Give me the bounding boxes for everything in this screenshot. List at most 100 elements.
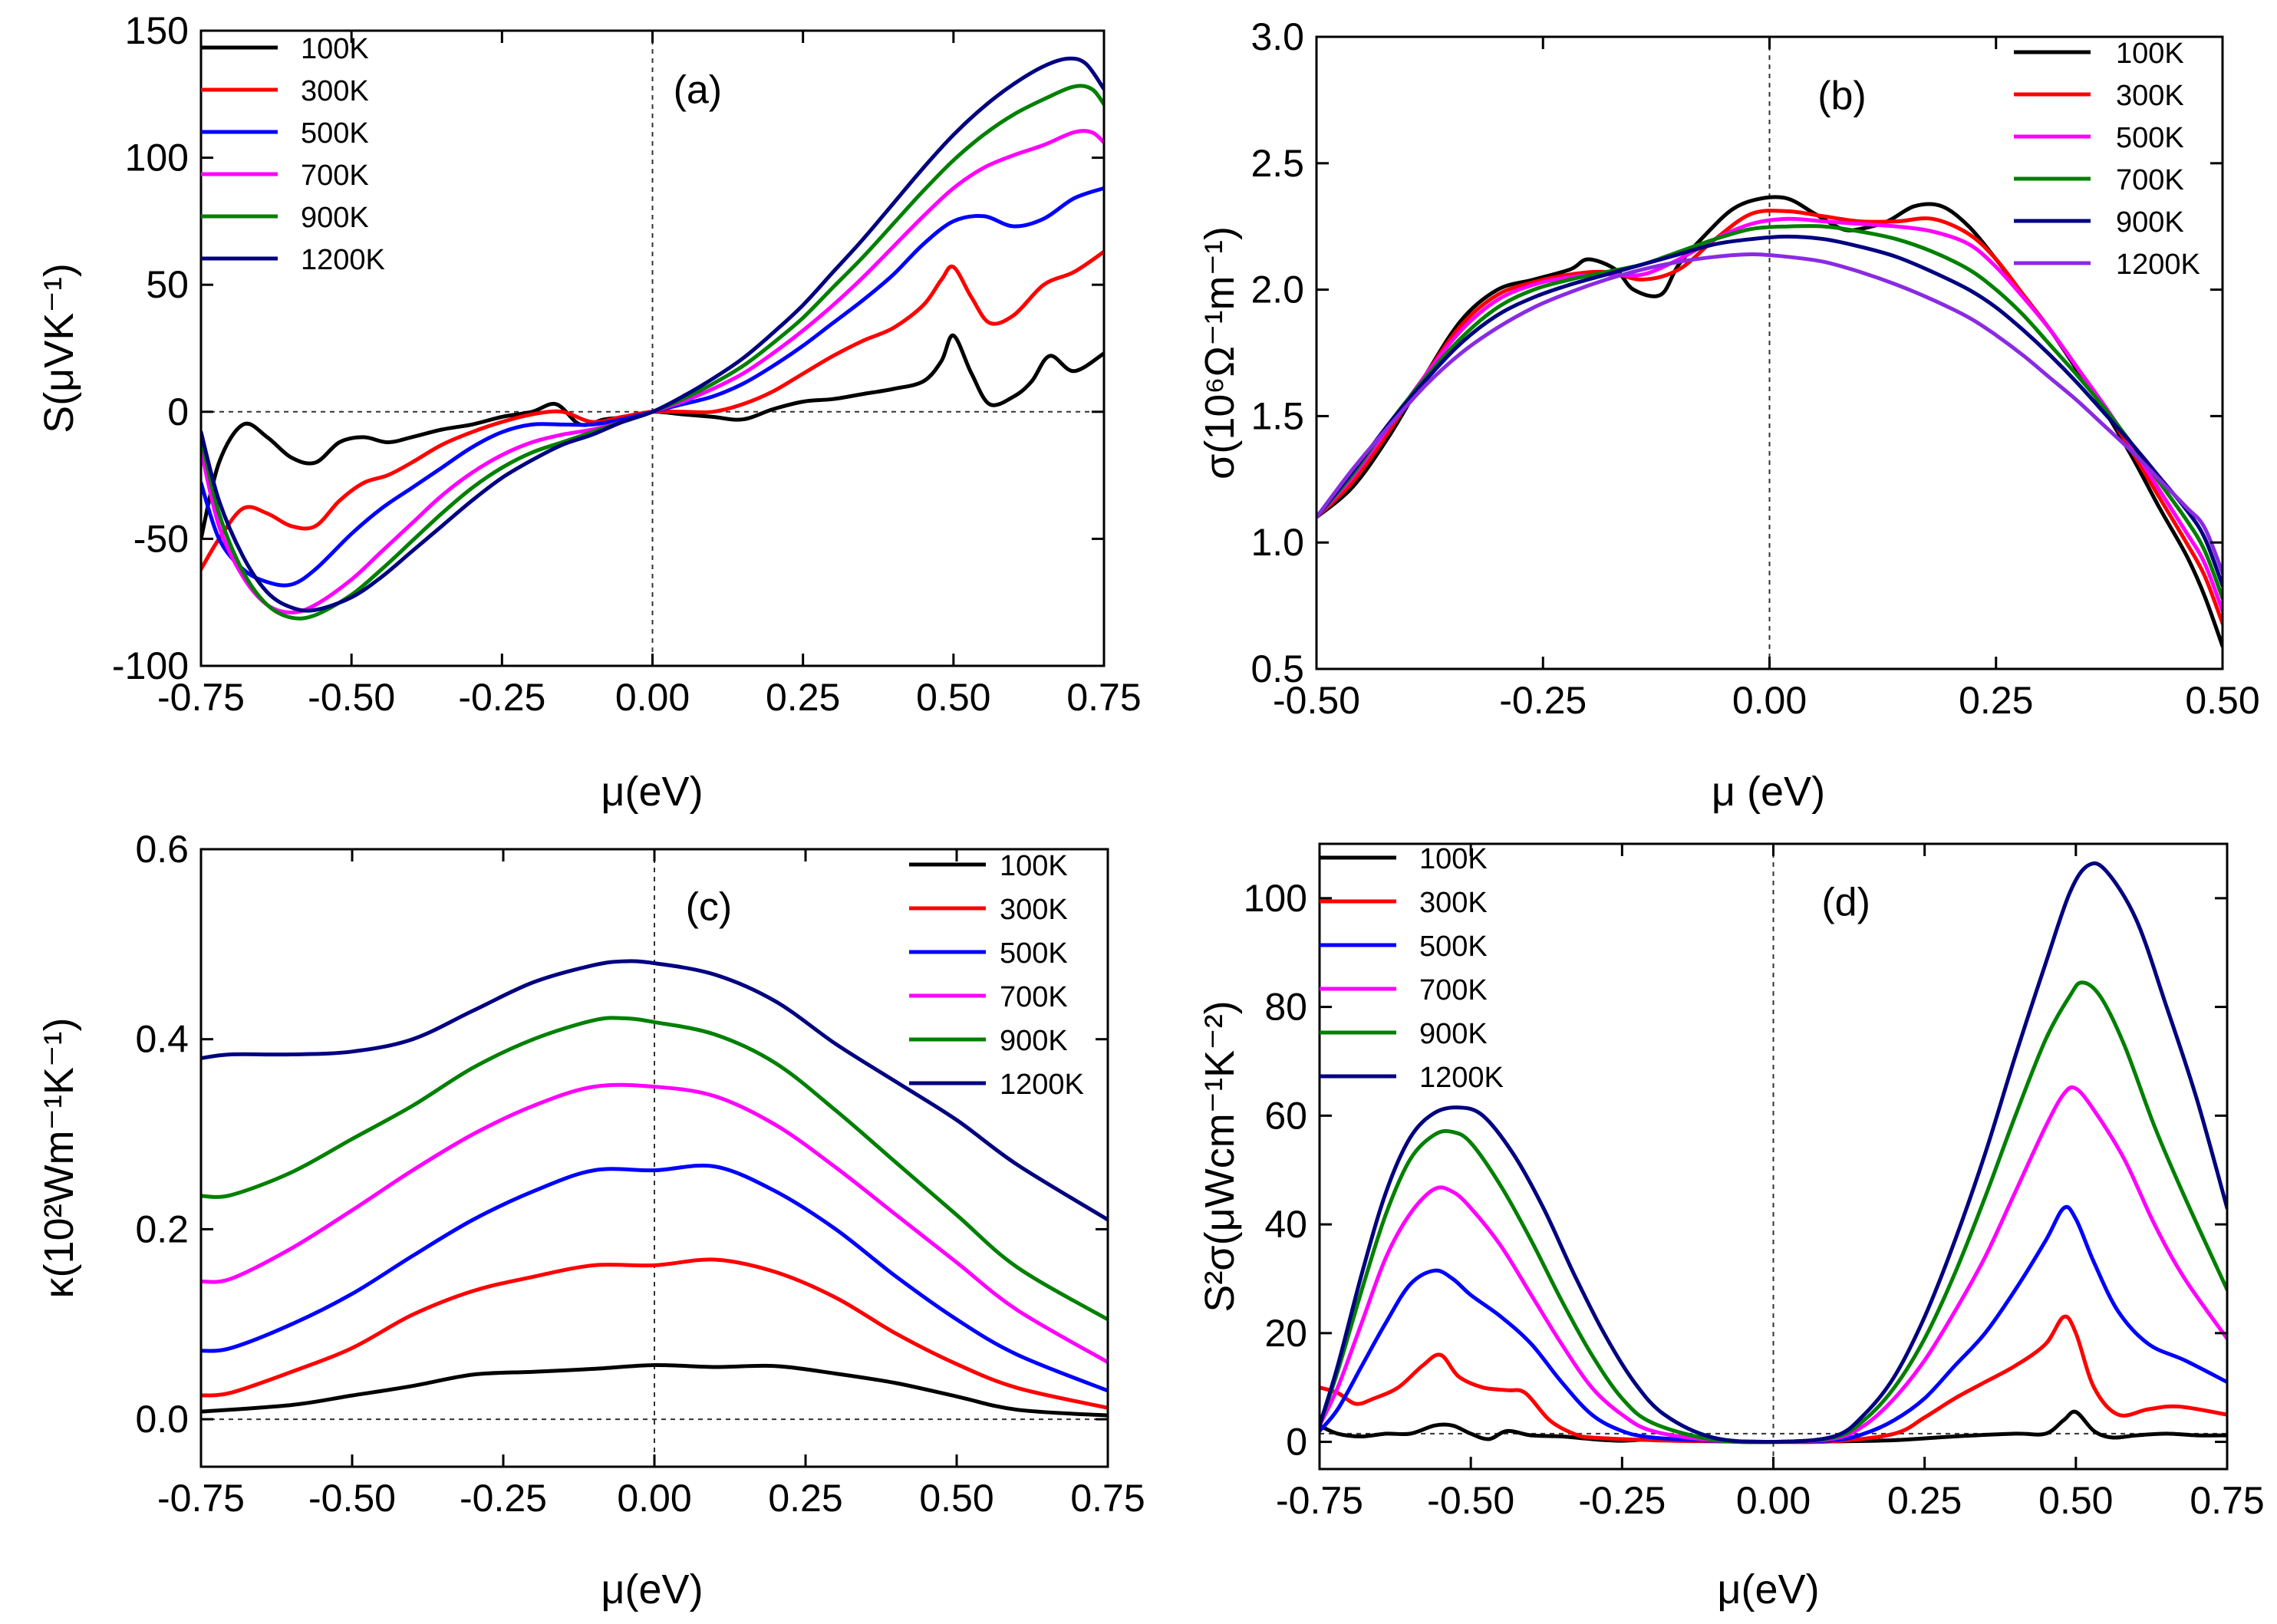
x-tick-label: 0.00 (1736, 1479, 1811, 1522)
y-tick-label: 0.2 (135, 1207, 189, 1250)
y-axis-title: κ(10²Wm⁻¹K⁻¹) (36, 1018, 82, 1299)
legend-label-300K: 300K (1419, 887, 1488, 919)
x-tick-label: -0.50 (308, 1477, 396, 1520)
y-tick-label: 80 (1264, 986, 1307, 1029)
x-tick-label: 0.50 (2185, 679, 2259, 722)
series-line-500K (201, 1163, 1108, 1393)
legend-label-300K: 300K (1000, 894, 1068, 926)
panel-d: -0.75 -0.50 -0.25 0.00 0.25 0.50 0.75 0 20 40 60 80… (1197, 842, 2265, 1612)
legend-label-1200K: 1200K (1000, 1069, 1084, 1101)
x-tick-label: 0.25 (1887, 1479, 1962, 1522)
y-tick-label: 0.0 (135, 1398, 189, 1441)
series-line-1200K (201, 959, 1108, 1222)
x-tick-label: 0.25 (766, 676, 840, 719)
series-line-900K (201, 1016, 1108, 1322)
legend-label-700K: 700K (301, 160, 369, 192)
legend-label-500K: 500K (2116, 122, 2184, 154)
series-line-100K (201, 1362, 1108, 1418)
x-tick-label: -0.25 (458, 676, 545, 719)
legend: 100K 300K 500K 700K 900K 1200K (2014, 38, 2200, 281)
legend-label-1200K: 1200K (301, 244, 385, 276)
x-tick-label: 0.00 (617, 1477, 691, 1520)
legend-label-700K: 700K (2116, 164, 2184, 196)
panel-label: (d) (1821, 880, 1870, 924)
y-tick-label: 0.6 (135, 828, 189, 871)
y-tick-label: 1.5 (1251, 394, 1304, 437)
legend-label-900K: 900K (2116, 206, 2184, 239)
x-tick-label: -0.50 (1427, 1479, 1514, 1522)
legend-label-500K: 500K (301, 117, 369, 150)
y-axis-title: σ(10⁶Ω⁻¹m⁻¹) (1197, 226, 1243, 479)
panel-label: (b) (1817, 74, 1867, 118)
panel-label: (c) (686, 884, 733, 929)
panel-label: (a) (674, 68, 723, 113)
x-tick-label: 0.50 (2038, 1479, 2113, 1522)
legend-label-500K: 500K (1000, 937, 1068, 970)
x-tick-label: 0.25 (768, 1477, 842, 1520)
legend-label-900K: 900K (301, 202, 369, 234)
x-tick-label: 0.50 (916, 676, 990, 719)
y-tick-label: 150 (125, 9, 189, 52)
x-tick-label: 0.75 (2190, 1479, 2264, 1522)
x-tick-label: 0.75 (1066, 676, 1141, 719)
legend-label-1200K: 1200K (1419, 1062, 1504, 1094)
x-tick-label: -0.25 (460, 1477, 547, 1520)
series-group (201, 56, 1104, 621)
y-tick-label: 0 (167, 390, 189, 433)
y-tick-label: 3.0 (1251, 15, 1304, 58)
y-tick-label: -100 (112, 644, 189, 687)
legend: 100K 300K 500K 700K 900K 1200K (909, 850, 1084, 1101)
series-line-700K (1316, 224, 2223, 601)
series-line-300K (201, 1257, 1108, 1410)
y-tick-label: 0.4 (135, 1018, 189, 1061)
series-line-1200K (1320, 861, 2227, 1444)
legend-label-300K: 300K (2116, 80, 2184, 112)
y-tick-label: 50 (146, 263, 189, 306)
x-axis-title: μ(eV) (1717, 1566, 1819, 1612)
y-tick-label: 0.5 (1251, 647, 1304, 690)
series-group (201, 959, 1108, 1418)
y-tick-label: 20 (1264, 1312, 1307, 1355)
legend-label-1200K: 1200K (2116, 249, 2200, 281)
y-tick-label: 2.0 (1251, 268, 1304, 311)
x-tick-label: 0.25 (1959, 679, 2033, 722)
y-tick-label: 100 (125, 137, 189, 180)
y-tick-label: -50 (133, 517, 189, 560)
x-tick-label: -0.50 (308, 676, 395, 719)
x-tick-label: 0.50 (919, 1477, 994, 1520)
x-tick-label: 0.00 (1732, 679, 1807, 722)
legend-label-100K: 100K (1419, 843, 1488, 875)
y-tick-label: 100 (1244, 877, 1307, 920)
series-line-1200K (1316, 252, 2223, 575)
y-tick-label: 2.5 (1251, 142, 1304, 185)
x-tick-label: 0.00 (615, 676, 690, 719)
x-tick-label: -0.50 (1273, 679, 1360, 722)
x-tick-label: 0.75 (1070, 1477, 1145, 1520)
panel-b: -0.50 -0.25 0.00 0.25 0.50 0.5 1.0 1.5 2.0 2.5 3.0… (1197, 15, 2260, 815)
legend-label-100K: 100K (2116, 38, 2184, 70)
legend: 100K 300K 500K 700K 900K 1200K (1320, 843, 1504, 1094)
legend-label-700K: 700K (1000, 981, 1068, 1013)
legend-label-500K: 500K (1419, 931, 1488, 963)
legend-label-300K: 300K (301, 75, 369, 107)
series-line-1200K (201, 56, 1104, 613)
legend-label-700K: 700K (1419, 974, 1488, 1006)
y-axis-title: S²σ(μWcm⁻¹K⁻²) (1197, 1000, 1243, 1312)
legend-label-100K: 100K (1000, 850, 1068, 882)
x-axis-title: μ (eV) (1712, 769, 1825, 815)
y-axis-title: S(μVK⁻¹) (36, 263, 82, 433)
x-tick-label: -0.25 (1578, 1479, 1666, 1522)
x-tick-label: -0.75 (157, 676, 245, 719)
legend-label-900K: 900K (1000, 1025, 1068, 1057)
x-axis-title: μ(eV) (601, 1566, 703, 1612)
legend: 100K 300K 500K 700K 900K 1200K (201, 33, 385, 276)
legend-label-100K: 100K (301, 33, 369, 65)
series-group (1316, 195, 2223, 648)
x-tick-label: -0.25 (1499, 679, 1587, 722)
x-tick-label: -0.75 (157, 1477, 245, 1520)
y-tick-label: 40 (1264, 1203, 1307, 1246)
x-axis-title: μ(eV) (601, 769, 703, 815)
y-tick-label: 60 (1264, 1094, 1307, 1137)
y-tick-label: 1.0 (1251, 521, 1304, 564)
